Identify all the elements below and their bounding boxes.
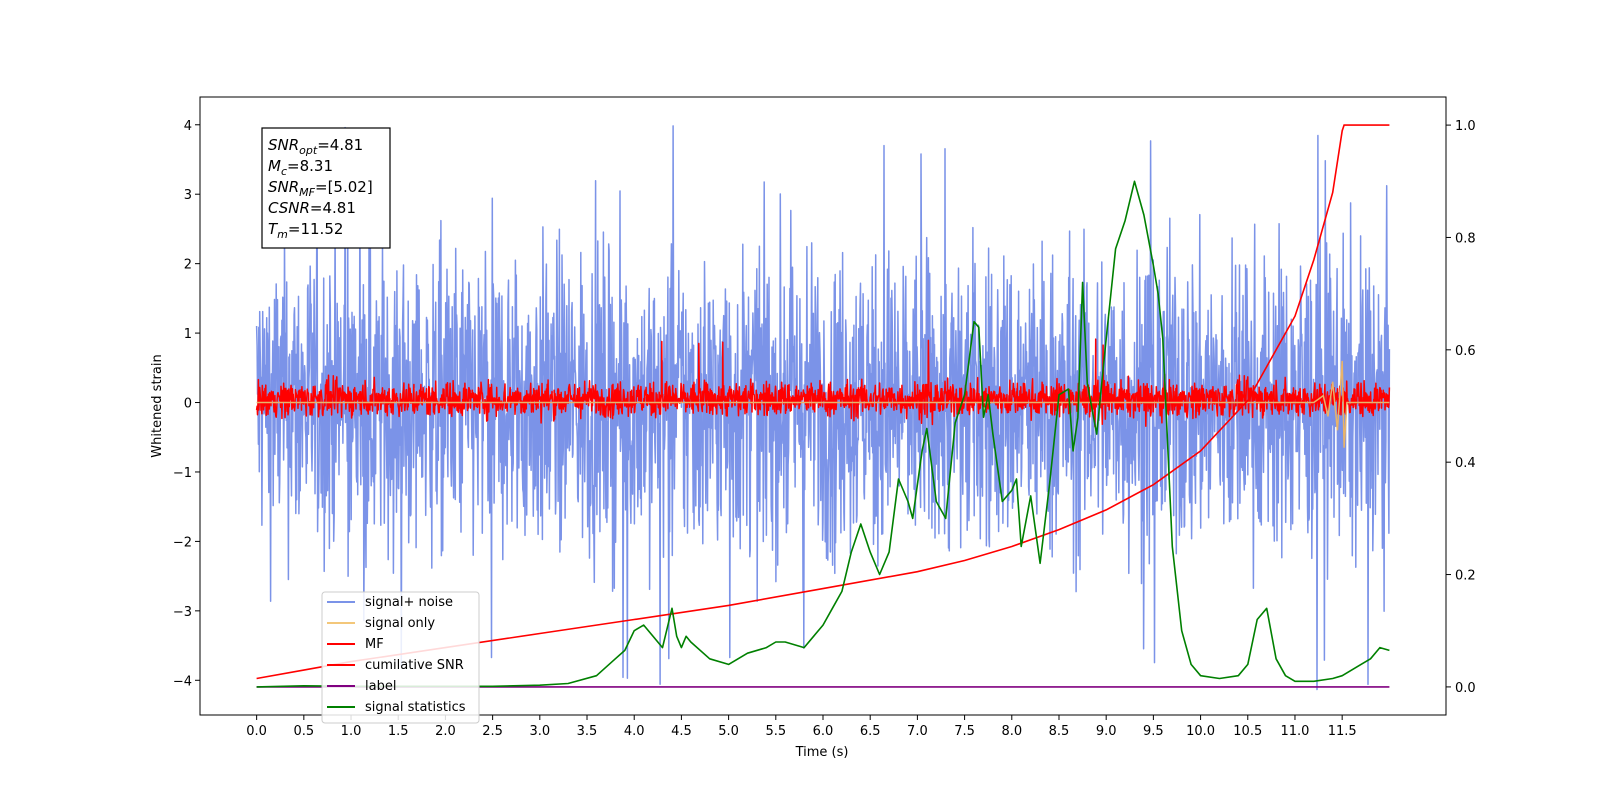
stats-value: =11.52 xyxy=(288,220,344,238)
legend-label: label xyxy=(365,679,396,694)
stats-value: =4.81 xyxy=(310,199,356,217)
legend: signal+ noise signal only MF cumilative SNR… xyxy=(321,591,480,724)
y-right-tick-label: 1.0 xyxy=(1455,119,1476,134)
y-left-tick-label: −4 xyxy=(173,674,192,689)
x-tick-label: 6.5 xyxy=(860,724,881,739)
stats-line: SNRopt=4.81 xyxy=(268,136,363,157)
y-left-tick-label: 2 xyxy=(184,258,192,273)
x-tick-label: 8.5 xyxy=(1049,724,1070,739)
x-tick-label: 3.0 xyxy=(529,724,550,739)
x-tick-label: 7.0 xyxy=(907,724,928,739)
x-tick-label: 10.0 xyxy=(1186,724,1215,739)
legend-label: signal+ noise xyxy=(365,595,453,610)
x-tick-label: 11.5 xyxy=(1328,724,1357,739)
x-tick-label: 1.5 xyxy=(388,724,409,739)
x-axis-label: Time (s) xyxy=(795,745,849,760)
x-tick-label: 5.0 xyxy=(718,724,739,739)
x-tick-label: 0.5 xyxy=(293,724,314,739)
y-left-tick-label: 0 xyxy=(184,397,192,412)
y-axis-left-label: Whitened strain xyxy=(150,354,165,457)
y-left-tick-label: 1 xyxy=(184,327,192,342)
stats-line: CSNR=4.81 xyxy=(268,199,356,217)
y-right-tick-label: 0.0 xyxy=(1455,681,1476,696)
legend-label: cumilative SNR xyxy=(365,658,464,673)
legend-label: signal statistics xyxy=(365,700,466,715)
x-tick-label: 7.5 xyxy=(954,724,975,739)
stats-symbol: SNR xyxy=(268,178,299,196)
stats-subscript: c xyxy=(281,165,287,178)
y-right-tick-label: 0.8 xyxy=(1455,231,1476,246)
stats-box-frame xyxy=(261,127,391,249)
plot-area xyxy=(255,124,1391,691)
legend-frame xyxy=(321,591,480,724)
stats-subscript: m xyxy=(277,228,288,241)
x-tick-label: 9.0 xyxy=(1096,724,1117,739)
series-line-signal-statistics xyxy=(256,180,1390,688)
stats-symbol: T xyxy=(268,220,279,238)
stats-value: =4.81 xyxy=(317,136,363,154)
series-line-cumulative-snr xyxy=(256,124,1390,680)
stats-subscript: MF xyxy=(299,186,315,199)
y-right-tick-label: 0.4 xyxy=(1455,456,1476,471)
stats-value: =8.31 xyxy=(287,157,333,175)
x-tick-label: 10.5 xyxy=(1233,724,1262,739)
y-left-tick-label: −2 xyxy=(173,535,192,550)
x-tick-label: 5.5 xyxy=(765,724,786,739)
x-tick-label: 1.0 xyxy=(341,724,362,739)
y-axis-left-ticks: 4 3 2 1 0 −1 −2 −3 −4 xyxy=(173,119,200,689)
y-left-tick-label: −3 xyxy=(173,605,192,620)
stats-value: =[5.02] xyxy=(315,178,373,196)
x-tick-label: 6.0 xyxy=(813,724,834,739)
x-axis-ticks: 0.0 0.5 1.0 1.5 2.0 2.5 3.0 3.5 4.0 4.5 5.0 5.5 6.0 6… xyxy=(246,715,1357,739)
y-right-tick-label: 0.2 xyxy=(1455,569,1476,584)
stats-box: SNRopt=4.81Mc=8.31SNRMF=[5.02]CSNR=4.81T… xyxy=(261,127,391,249)
x-tick-label: 0.0 xyxy=(246,724,267,739)
y-left-tick-label: −1 xyxy=(173,466,192,481)
legend-label: signal only xyxy=(365,616,435,631)
y-axis-right-ticks: 1.0 0.8 0.6 0.4 0.2 0.0 xyxy=(1446,119,1476,696)
legend-label: MF xyxy=(365,637,384,652)
x-tick-label: 2.0 xyxy=(435,724,456,739)
x-tick-label: 4.0 xyxy=(624,724,645,739)
x-tick-label: 3.5 xyxy=(577,724,598,739)
y-left-tick-label: 4 xyxy=(184,119,192,134)
stats-symbol: M xyxy=(268,157,281,175)
x-tick-label: 2.5 xyxy=(482,724,503,739)
stats-symbol: SNR xyxy=(268,136,299,154)
y-right-tick-label: 0.6 xyxy=(1455,344,1476,359)
stats-line: Tm=11.52 xyxy=(268,220,343,241)
series-line-signal-only xyxy=(256,360,1390,448)
x-tick-label: 9.5 xyxy=(1143,724,1164,739)
stats-subscript: opt xyxy=(299,144,318,157)
x-tick-label: 8.0 xyxy=(1001,724,1022,739)
y-left-tick-label: 3 xyxy=(184,188,192,203)
x-tick-label: 4.5 xyxy=(671,724,692,739)
stats-symbol: CSNR xyxy=(268,199,310,217)
x-tick-label: 11.0 xyxy=(1280,724,1309,739)
stats-line: Mc=8.31 xyxy=(268,157,333,178)
stats-line: SNRMF=[5.02] xyxy=(268,178,373,199)
